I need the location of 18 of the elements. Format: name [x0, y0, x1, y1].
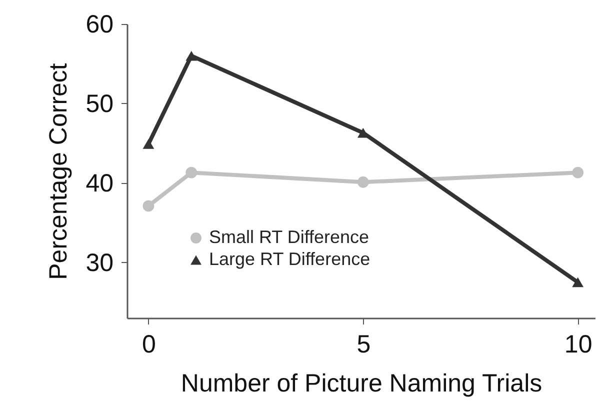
- y-axis-title: Percentage Correct: [44, 63, 73, 280]
- point: [142, 139, 154, 149]
- y-tick-label: 50: [86, 90, 114, 118]
- point: [142, 200, 154, 212]
- point: [186, 166, 198, 178]
- x-axis-title: Number of Picture Naming Trials: [180, 370, 542, 398]
- point: [357, 176, 369, 188]
- legend-label: Large RT Difference: [209, 249, 370, 269]
- y-tick-label: 30: [86, 248, 114, 277]
- x-tick-label: 10: [564, 330, 592, 358]
- x-tick-label: 0: [142, 330, 156, 358]
- x-tick-label: 5: [356, 330, 371, 358]
- point: [572, 277, 584, 288]
- legend-label: Small RT Difference: [209, 227, 370, 247]
- point: [186, 50, 198, 61]
- point: [572, 166, 584, 178]
- y-tick-label: 60: [86, 10, 114, 38]
- y-tick-label: 40: [86, 169, 114, 198]
